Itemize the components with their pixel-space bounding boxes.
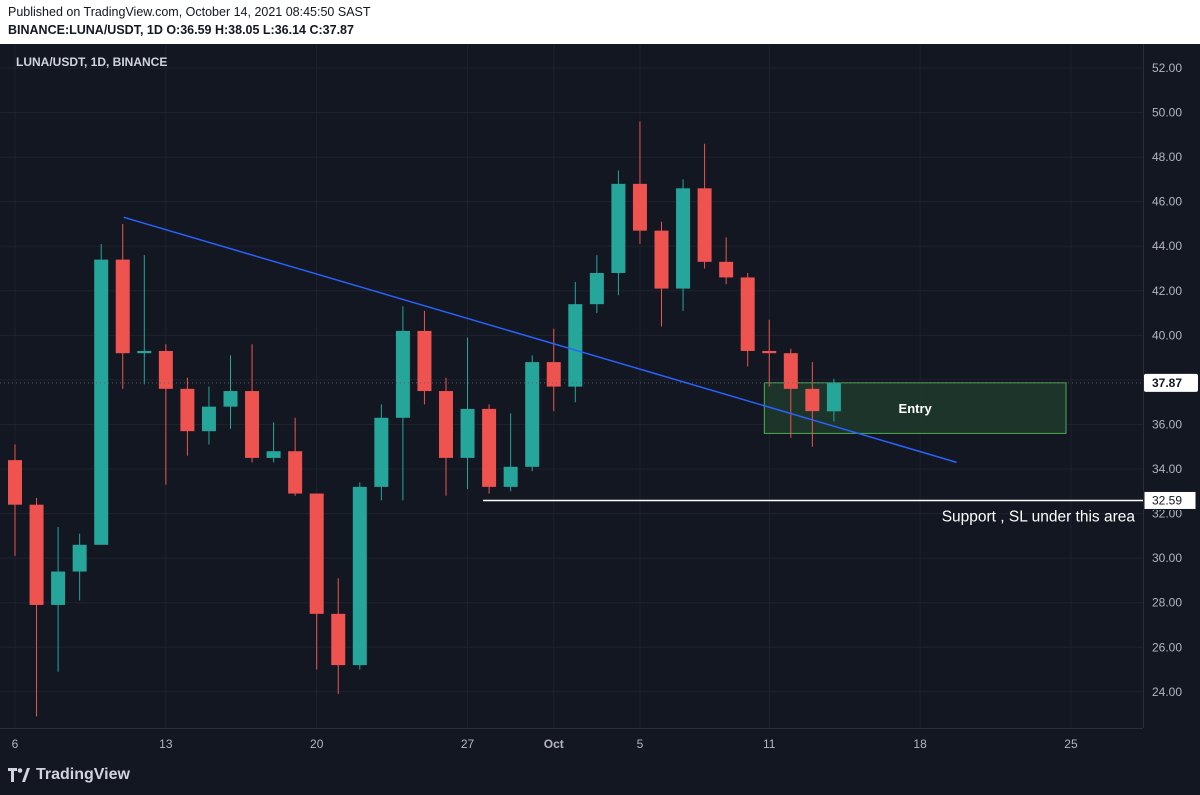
footer: TradingView [0, 756, 1200, 795]
candle-down [719, 261, 734, 278]
time-tick-label: 27 [461, 737, 475, 751]
price-tick-label: 26.00 [1152, 640, 1182, 654]
candle-down [309, 493, 324, 614]
candle-down [331, 613, 346, 666]
time-tick-label: 25 [1064, 737, 1078, 751]
candle-up [460, 408, 475, 458]
candle-up [137, 350, 152, 354]
price-tick-label: 52.00 [1152, 61, 1182, 75]
time-tick-label: 11 [763, 737, 776, 751]
candle-down [805, 388, 820, 412]
candle-up [201, 406, 216, 432]
candle-down [288, 451, 303, 494]
candle-down [740, 277, 755, 351]
candle-up [374, 417, 389, 487]
candle-down [29, 504, 44, 605]
time-tick-label: Oct [544, 737, 564, 751]
candle-down [762, 350, 777, 354]
price-tick-label: 42.00 [1152, 284, 1182, 298]
candle-up [503, 466, 518, 487]
candle-down [482, 408, 497, 487]
candle-up [51, 571, 66, 605]
candle-up [72, 544, 87, 572]
support-price-tag [1143, 490, 1197, 510]
tradingview-logo-text: TradingView [36, 766, 130, 783]
time-tick-label: 5 [637, 737, 644, 751]
candle-up [395, 330, 410, 418]
price-tick-label: 24.00 [1152, 685, 1182, 699]
candle-up [826, 382, 841, 412]
candle-up [676, 188, 691, 289]
candle-up [611, 183, 626, 273]
candle-up [266, 451, 281, 458]
time-tick-label: 18 [913, 737, 927, 751]
support-price-label: 32.59 [1152, 493, 1182, 507]
publish-header: Published on TradingView.com, October 14… [0, 0, 1200, 44]
support-annotation: Support , SL under this area [942, 508, 1136, 525]
current-price-tag [1144, 373, 1198, 392]
candle-down [632, 183, 647, 231]
candle-up [223, 391, 238, 407]
price-tick-label: 48.00 [1152, 150, 1182, 164]
candle-down [654, 230, 669, 289]
price-tick-label: 36.00 [1152, 417, 1182, 431]
time-tick-label: 6 [12, 737, 19, 751]
candle-up [525, 362, 540, 467]
ohlc-info: BINANCE:LUNA/USDT, 1D O:36.59 H:38.05 L:… [8, 23, 354, 37]
candle-down [439, 391, 453, 458]
candle-down [180, 388, 195, 432]
time-tick-label: 13 [159, 737, 173, 751]
candle-down [115, 259, 130, 354]
price-tick-label: 46.00 [1152, 195, 1182, 209]
price-tick-label: 34.00 [1152, 462, 1182, 476]
candle-up [94, 259, 109, 545]
grid-lines [0, 44, 1143, 728]
candle-down [546, 362, 561, 387]
tradingview-logo[interactable]: TradingView [8, 766, 130, 784]
candle-down [158, 350, 173, 389]
trendline [123, 216, 957, 464]
candle-down [697, 188, 712, 262]
current-price-label: 37.87 [1152, 376, 1182, 390]
candle-down [783, 353, 798, 389]
price-axis: 52.0050.0048.0046.0044.0042.0040.0038.00… [1143, 44, 1198, 728]
overlay-lines: Support , SL under this area [0, 216, 1143, 525]
entry-label: Entry [899, 401, 933, 416]
candle-down [245, 391, 260, 458]
price-tick-label: 50.00 [1152, 106, 1182, 120]
candlestick-chart[interactable]: Entry Support , SL under this area 52.00… [0, 44, 1200, 756]
chart-title: LUNA/USDT, 1D, BINANCE [16, 55, 167, 69]
chart-area[interactable]: Entry Support , SL under this area 52.00… [0, 44, 1200, 756]
price-tick-label: 30.00 [1152, 551, 1182, 565]
candle-down [417, 330, 432, 392]
price-tick-label: 40.00 [1152, 328, 1182, 342]
candle-down [8, 460, 22, 505]
candle-up [589, 272, 604, 305]
candle-up [352, 486, 367, 666]
published-info: Published on TradingView.com, October 14… [8, 5, 371, 19]
price-tick-label: 28.00 [1152, 596, 1182, 610]
price-tick-label: 44.00 [1152, 239, 1182, 253]
time-tick-label: 20 [310, 737, 324, 751]
price-tick-label: 32.00 [1152, 507, 1182, 521]
time-axis: 6 13 20 27 Oct 5 11 18 25 [0, 728, 1143, 751]
candles [8, 121, 841, 717]
candle-up [568, 304, 583, 387]
tradingview-logo-icon [8, 768, 30, 782]
